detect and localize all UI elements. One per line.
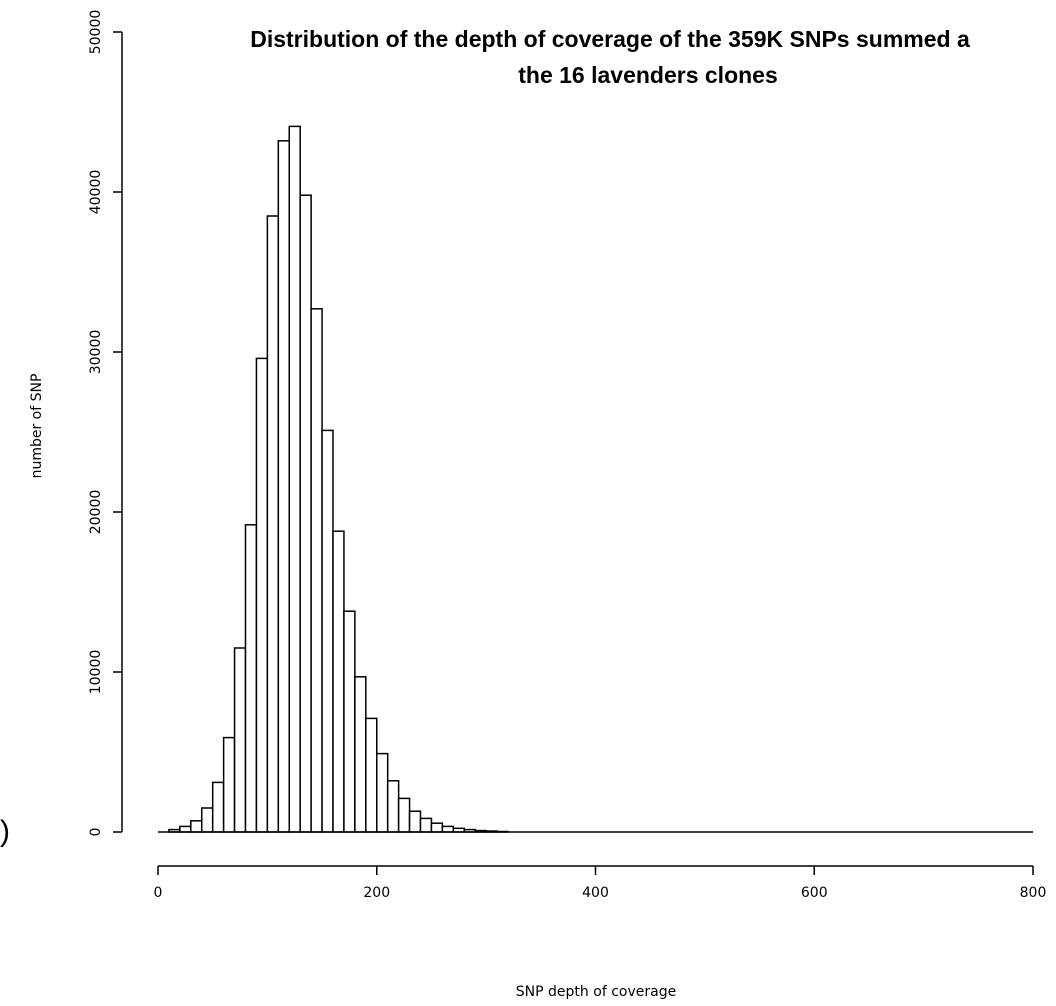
histogram-bar xyxy=(255,357,269,833)
y-tick-label: 30000 xyxy=(88,330,104,375)
histogram-bar xyxy=(222,736,236,833)
chart-title-line-1: Distribution of the depth of coverage of… xyxy=(250,26,970,52)
histogram-bars xyxy=(168,125,509,833)
chart-title-line-2: the 16 lavenders clones xyxy=(518,62,778,88)
histogram-bar xyxy=(430,822,444,833)
x-axis: 0 200 400 600 800 xyxy=(154,865,1047,901)
stray-parenthesis: ) xyxy=(0,815,10,848)
histogram-bar xyxy=(299,194,312,833)
histogram-bar xyxy=(343,610,356,833)
histogram-bar xyxy=(179,825,192,833)
x-tick-label: 600 xyxy=(801,885,828,901)
y-tick-label: 40000 xyxy=(88,170,104,215)
y-axis: 0 10000 20000 30000 40000 50000 xyxy=(88,10,123,837)
histogram-bar xyxy=(310,308,323,833)
histogram-bar xyxy=(277,140,290,833)
y-tick-label: 10000 xyxy=(88,650,104,695)
x-tick-label: 200 xyxy=(363,885,390,901)
histogram-bar xyxy=(419,817,433,833)
histogram-bar xyxy=(332,530,345,833)
histogram-bar xyxy=(233,647,247,833)
y-tick-label: 50000 xyxy=(88,10,104,55)
y-tick-label: 20000 xyxy=(88,490,104,535)
histogram-bar xyxy=(190,820,203,833)
histogram-bar xyxy=(354,676,367,833)
histogram-bar xyxy=(211,781,225,833)
histogram-bar xyxy=(397,797,411,833)
histogram-bar xyxy=(386,780,400,833)
histogram-bar xyxy=(266,215,280,833)
x-tick-label: 800 xyxy=(1020,885,1047,901)
histogram-bar xyxy=(321,429,334,833)
histogram-bar xyxy=(201,807,214,833)
histogram-bar xyxy=(244,524,258,833)
histogram-bar xyxy=(441,825,455,833)
x-tick-label: 400 xyxy=(582,885,609,901)
histogram-bar xyxy=(288,125,301,833)
histogram-bar xyxy=(376,752,389,833)
y-tick-label: 0 xyxy=(88,828,104,837)
histogram-bar xyxy=(365,717,378,833)
x-axis-label: SNP depth of coverage xyxy=(516,984,676,1000)
histogram-bar xyxy=(408,810,422,833)
x-tick-label: 0 xyxy=(154,885,163,901)
y-axis-label: number of SNP xyxy=(29,374,45,479)
